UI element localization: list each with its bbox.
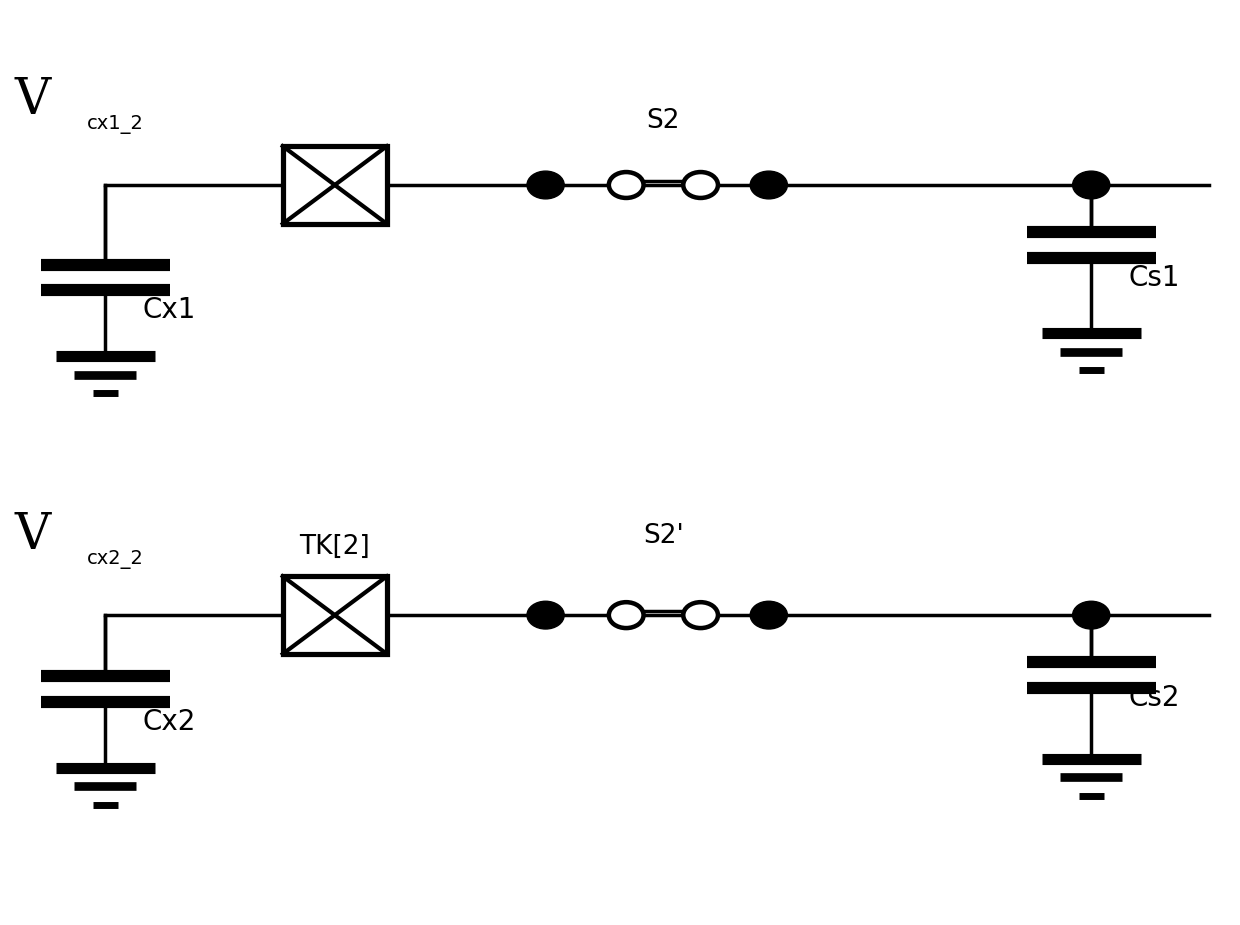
Bar xyxy=(283,146,387,224)
Circle shape xyxy=(609,172,644,198)
Text: S2': S2' xyxy=(644,523,683,549)
Circle shape xyxy=(683,602,718,628)
Text: V: V xyxy=(15,511,51,560)
Circle shape xyxy=(527,171,564,199)
Circle shape xyxy=(750,601,787,629)
Circle shape xyxy=(1073,171,1110,199)
Circle shape xyxy=(750,171,787,199)
Circle shape xyxy=(609,602,644,628)
Text: cx2_2: cx2_2 xyxy=(87,549,144,569)
Circle shape xyxy=(527,601,564,629)
Text: TK[2]: TK[2] xyxy=(299,534,371,560)
Circle shape xyxy=(1073,601,1110,629)
Bar xyxy=(283,576,387,654)
Circle shape xyxy=(683,172,718,198)
Text: cx1_2: cx1_2 xyxy=(87,115,144,134)
Text: Cs1: Cs1 xyxy=(1128,264,1180,291)
Text: Cx2: Cx2 xyxy=(143,708,196,735)
Text: V: V xyxy=(15,76,51,125)
Text: Cs2: Cs2 xyxy=(1128,684,1180,712)
Text: S2: S2 xyxy=(646,108,681,134)
Text: Cx1: Cx1 xyxy=(143,296,196,324)
